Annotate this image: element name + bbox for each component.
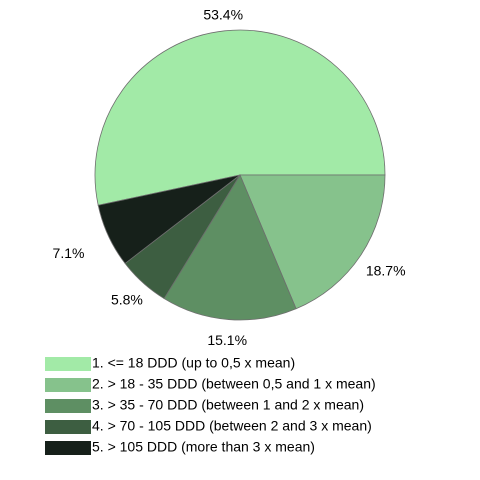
legend-swatch-2	[45, 378, 91, 392]
pie-slice-5	[97, 174, 241, 265]
slice-label-2: 18.7%	[366, 263, 406, 279]
slice-label-4: 5.8%	[111, 291, 143, 307]
legend-label-1: 1. <= 18 DDD (up to 0,5 x mean)	[92, 355, 295, 371]
slice-label-5: 7.1%	[53, 245, 85, 261]
pie-slice-2	[239, 174, 386, 310]
legend-label-5: 5. > 105 DDD (more than 3 x mean)	[92, 439, 315, 455]
legend-swatch-5	[45, 441, 91, 455]
legend-label-3: 3. > 35 - 70 DDD (between 1 and 2 x mean…	[92, 397, 364, 413]
pie-slice-3	[163, 174, 297, 321]
slice-label-3: 15.1%	[207, 332, 247, 348]
slice-label-1: 53.4%	[203, 7, 243, 23]
legend-swatch-3	[45, 399, 91, 413]
legend-label-4: 4. > 70 - 105 DDD (between 2 and 3 x mea…	[92, 418, 372, 434]
legend-swatch-4	[45, 420, 91, 434]
slices-layer	[94, 29, 386, 321]
pie-slice-1	[94, 29, 386, 206]
labels-layer: 53.4% 18.7% 15.1% 5.8% 7.1%	[53, 7, 406, 349]
legend-swatch-1	[45, 357, 91, 371]
legend-label-2: 2. > 18 - 35 DDD (between 0,5 and 1 x me…	[92, 376, 376, 392]
legend: 1. <= 18 DDD (up to 0,5 x mean) 2. > 18 -…	[45, 355, 376, 455]
